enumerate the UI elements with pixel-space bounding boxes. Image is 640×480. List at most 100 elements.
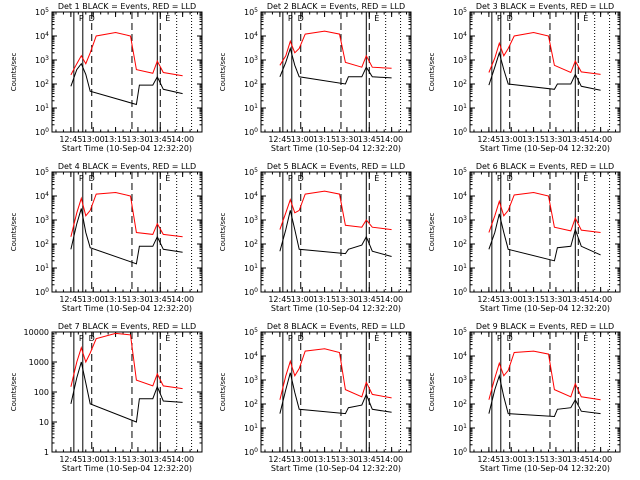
series-line-lld [279,348,392,400]
chart-title: Det 9 BLACK = Events, RED = LLD [476,322,614,331]
y-tick-label: 100 [453,287,467,297]
y-tick-exponent: 5 [254,327,258,334]
x-tick-label: 13:00 [82,295,105,304]
x-tick-label: 13:15 [104,295,127,304]
x-tick-label: 12:45 [59,135,82,144]
y-tick-exponent: 3 [45,215,49,222]
y-tick-label: 100 [244,447,258,457]
y-tick-label: 100 [34,388,49,397]
x-tick-label: 13:00 [291,455,314,464]
marker-letter: E [165,334,170,343]
y-tick-label: 101 [35,103,49,113]
x-tick-label: 13:45 [358,135,381,144]
y-tick-exponent: 3 [254,215,258,222]
marker-letter: E [165,174,170,183]
y-tick-label: 102 [453,239,467,249]
marker-letter: D [507,14,513,23]
x-tick-label: 13:00 [500,295,523,304]
y-axis-label: Counts/sec [219,213,227,252]
marker-letter: P [497,174,502,183]
y-tick-label: 103 [35,215,49,225]
y-tick-label: 102 [244,79,258,89]
x-tick-label: 13:15 [313,295,336,304]
y-tick-exponent: 2 [45,239,49,246]
y-axis-label: Counts/sec [219,53,227,92]
plot-frame [260,331,412,453]
chart-title: Det 8 BLACK = Events, RED = LLD [267,322,405,331]
series-line-lld [279,190,392,231]
chart-panel-6: Det 6 BLACK = Events, RED = LLD Counts/se… [428,162,621,313]
x-axis-label: Start Time (10-Sep-04 12:32:20) [480,464,610,473]
chart-title: Det 3 BLACK = Events, RED = LLD [476,2,614,11]
y-tick-exponent: 4 [463,191,467,198]
plot-frame [260,11,412,133]
series-line-events [488,51,601,91]
marker-letter: E [374,174,379,183]
y-tick-label: 101 [453,263,467,273]
chart-panel-5: Det 5 BLACK = Events, RED = LLD Counts/se… [219,162,412,313]
x-axis-label: Start Time (10-Sep-04 12:32:20) [62,304,192,313]
plot-frame [260,171,412,293]
marker-letter: P [79,334,84,343]
y-tick-exponent: 0 [254,287,258,294]
y-tick-exponent: 4 [463,351,467,358]
marker-letter: E [583,334,588,343]
x-tick-label: 13:15 [522,135,545,144]
x-axis-label: Start Time (10-Sep-04 12:32:20) [271,144,401,153]
plot-frame [51,331,203,453]
marker-letter: E [583,174,588,183]
y-tick-exponent: 5 [463,7,467,14]
y-tick-exponent: 3 [254,375,258,382]
x-tick-label: 13:45 [567,455,590,464]
x-axis-label: Start Time (10-Sep-04 12:32:20) [480,304,610,313]
x-tick-label: 14:00 [171,135,194,144]
y-tick-label: 101 [453,423,467,433]
y-tick-label: 103 [453,55,467,65]
y-tick-label: 101 [244,423,258,433]
x-tick-label: 13:30 [335,135,358,144]
y-tick-exponent: 5 [254,7,258,14]
x-tick-label: 14:00 [171,455,194,464]
chart-panel-2: Det 2 BLACK = Events, RED = LLD Counts/se… [219,2,412,153]
y-tick-exponent: 4 [254,351,258,358]
y-tick-label: 103 [244,375,258,385]
x-tick-label: 13:30 [544,295,567,304]
x-tick-label: 13:30 [544,135,567,144]
y-axis-label: Counts/sec [10,213,18,252]
y-axis-label: Counts/sec [428,373,436,412]
series-line-lld [70,191,183,238]
y-tick-exponent: 3 [463,375,467,382]
x-tick-label: 12:45 [477,135,500,144]
y-tick-label: 100 [453,127,467,137]
y-tick-label: 102 [244,239,258,249]
y-tick-exponent: 5 [463,167,467,174]
marker-letter: P [288,334,293,343]
marker-letter: E [165,14,170,23]
x-axis-label: Start Time (10-Sep-04 12:32:20) [62,464,192,473]
series-line-lld [488,191,601,233]
marker-letter: P [497,14,502,23]
y-tick-label: 104 [453,191,467,201]
y-tick-exponent: 1 [463,423,467,430]
y-tick-exponent: 2 [45,79,49,86]
chart-title: Det 7 BLACK = Events, RED = LLD [58,322,196,331]
y-tick-label: 103 [453,375,467,385]
x-tick-label: 13:00 [82,135,105,144]
x-tick-label: 14:00 [171,295,194,304]
y-tick-exponent: 2 [254,399,258,406]
y-tick-label: 102 [453,79,467,89]
chart-title: Det 5 BLACK = Events, RED = LLD [267,162,405,171]
y-tick-label: 104 [35,191,49,201]
plot-frame [469,331,621,453]
x-tick-label: 14:00 [589,295,612,304]
y-tick-label: 103 [244,215,258,225]
x-tick-label: 13:30 [126,455,149,464]
x-tick-label: 13:30 [126,135,149,144]
y-tick-exponent: 3 [463,215,467,222]
y-tick-exponent: 0 [463,287,467,294]
series-line-events [70,208,183,265]
y-tick-label: 100 [453,447,467,457]
x-tick-label: 12:45 [268,135,291,144]
x-tick-label: 12:45 [268,455,291,464]
